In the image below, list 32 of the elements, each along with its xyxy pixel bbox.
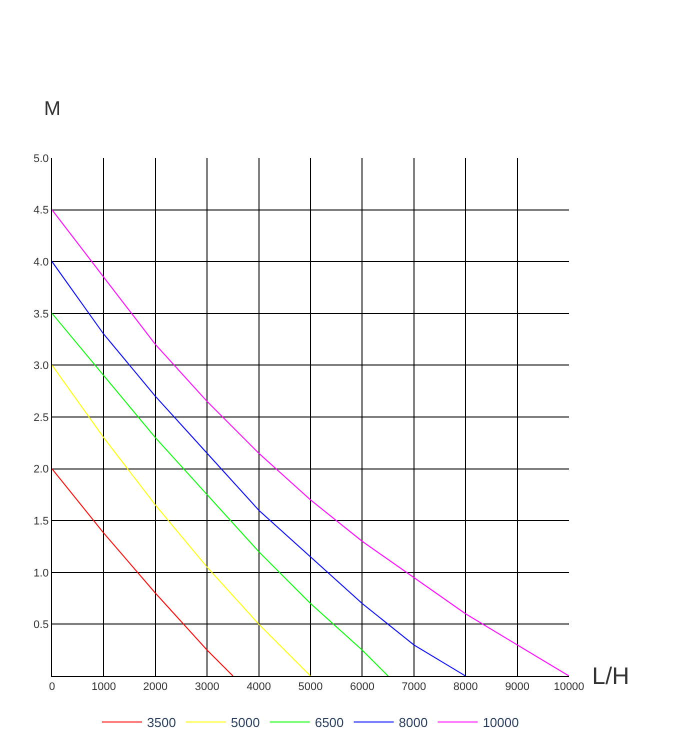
y-tick-label: 3.0: [34, 360, 49, 372]
x-tick-label: 5000: [298, 681, 323, 694]
legend-label: 6500: [314, 715, 344, 730]
line-series: [52, 261, 466, 676]
y-tick-label: 2.5: [34, 412, 49, 424]
line-series: [52, 364, 311, 676]
line-series: [52, 312, 389, 676]
x-tick-label: 9000: [505, 681, 530, 694]
x-tick-label: 8000: [453, 681, 478, 694]
x-tick-label: 0: [48, 681, 56, 694]
x-tick-label: 1000: [91, 681, 116, 694]
x-tick-label: 3000: [194, 681, 220, 694]
x-tick-label: 4000: [246, 681, 272, 694]
y-tick-label: 0.5: [34, 619, 49, 632]
line-series: [52, 468, 234, 676]
y-tick-label: 4.5: [34, 204, 49, 217]
y-tick-label: 1.0: [34, 567, 49, 580]
y-tick-label: 3.5: [34, 308, 49, 320]
legend-label: 8000: [398, 715, 428, 730]
legend-label: 5000: [230, 715, 260, 730]
y-tick-label: 2.0: [34, 464, 49, 476]
x-tick-label: 6000: [350, 681, 374, 694]
legend-label: 3500: [147, 715, 176, 730]
x-tick-label: 10000: [554, 681, 584, 694]
x-axis-title: L/H: [592, 663, 630, 690]
y-tick-label: 5.0: [34, 152, 49, 165]
y-tick-label: 1.5: [34, 515, 49, 528]
x-tick-label: 7000: [402, 681, 426, 694]
y-axis-title: M: [44, 98, 61, 120]
x-tick-label: 2000: [143, 681, 168, 694]
y-tick-label: 4.0: [34, 256, 49, 268]
legend-label: 10000: [482, 715, 519, 730]
